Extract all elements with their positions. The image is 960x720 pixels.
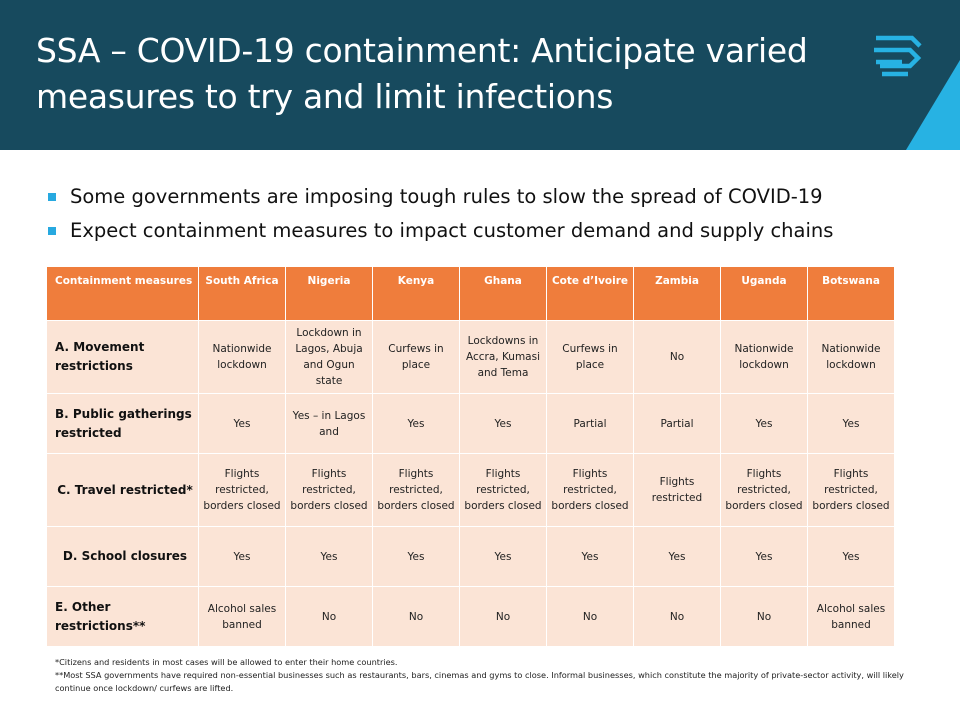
table-cell: Yes — [372, 526, 460, 587]
title-strong: SSA – COVID-19 containment: — [36, 31, 521, 70]
table-cell: Lockdown in Lagos, Abuja and Ogun state — [285, 320, 373, 394]
table-cell: Flights restricted, borders closed — [372, 453, 460, 527]
table-cell: Curfews in place — [372, 320, 460, 394]
table-cell: Flights restricted, borders closed — [807, 453, 895, 527]
table-cell: Yes — [546, 526, 634, 587]
row-label: C. Travel restricted* — [46, 453, 199, 527]
table-cell: Yes — [459, 526, 547, 587]
column-header: Kenya — [372, 266, 460, 321]
table-cell: Yes — [285, 526, 373, 587]
footnote: **Most SSA governments have required non… — [55, 670, 904, 693]
table-cell: Lockdowns in Accra, Kumasi and Tema — [459, 320, 547, 394]
table-cell: Flights restricted, borders closed — [546, 453, 634, 527]
column-header: Ghana — [459, 266, 547, 321]
table-row: C. Travel restricted* Flights restricted… — [46, 453, 895, 527]
table-cell: Yes — [459, 393, 547, 454]
header-accent-stripe — [906, 60, 960, 150]
table-cell: No — [372, 586, 460, 647]
table-cell: Alcohol sales banned — [807, 586, 895, 647]
table-header-row: Containment measures South Africa Nigeri… — [46, 266, 895, 321]
title-rest: Anticipate varied measures to try and li… — [36, 31, 808, 116]
footnotes: *Citizens and residents in most cases wi… — [55, 656, 915, 695]
table-cell: Yes — [807, 526, 895, 587]
table-cell: Yes — [198, 393, 286, 454]
table-cell: Partial — [633, 393, 721, 454]
column-header: Cote d’Ivoire — [546, 266, 634, 321]
table-row: E. Other restrictions** Alcohol sales ba… — [46, 586, 895, 647]
column-header: Zambia — [633, 266, 721, 321]
table-cell: No — [633, 586, 721, 647]
table-cell: Alcohol sales banned — [198, 586, 286, 647]
table-cell: Nationwide lockdown — [807, 320, 895, 394]
row-label: E. Other restrictions** — [46, 586, 199, 647]
table-cell: Nationwide lockdown — [198, 320, 286, 394]
stacked-chevrons-logo-icon — [874, 35, 922, 77]
table-cell: No — [459, 586, 547, 647]
bullet-item: Expect containment measures to impact cu… — [48, 214, 833, 248]
table-cell: Yes — [372, 393, 460, 454]
table-cell: No — [285, 586, 373, 647]
containment-measures-table: Containment measures South Africa Nigeri… — [46, 266, 895, 647]
table-cell: Yes — [720, 526, 808, 587]
table-cell: No — [720, 586, 808, 647]
bullet-square-icon — [48, 227, 56, 235]
table-cell: Yes – in Lagos and — [285, 393, 373, 454]
table-cell: No — [633, 320, 721, 394]
column-header: Botswana — [807, 266, 895, 321]
bullet-text: Some governments are imposing tough rule… — [70, 185, 823, 208]
bullet-text: Expect containment measures to impact cu… — [70, 219, 834, 242]
column-header: Uganda — [720, 266, 808, 321]
table-cell: Yes — [720, 393, 808, 454]
table-row: A. Movement restrictions Nationwide lock… — [46, 320, 895, 394]
table-cell: Flights restricted, borders closed — [459, 453, 547, 527]
row-label: B. Public gatherings restricted — [46, 393, 199, 454]
bullet-square-icon — [48, 193, 56, 201]
table-row: B. Public gatherings restricted Yes Yes … — [46, 393, 895, 454]
bullet-list: Some governments are imposing tough rule… — [48, 180, 833, 248]
table-cell: No — [546, 586, 634, 647]
table-row: D. School closures Yes Yes Yes Yes Yes Y… — [46, 526, 895, 587]
column-header: Containment measures — [46, 266, 199, 321]
table-cell: Flights restricted, borders closed — [198, 453, 286, 527]
table-cell: Yes — [633, 526, 721, 587]
slide-header: SSA – COVID-19 containment: Anticipate v… — [0, 0, 960, 150]
row-label: A. Movement restrictions — [46, 320, 199, 394]
footnote: *Citizens and residents in most cases wi… — [55, 657, 398, 667]
table-cell: Yes — [198, 526, 286, 587]
table-cell: Curfews in place — [546, 320, 634, 394]
table-cell: Flights restricted, borders closed — [720, 453, 808, 527]
table-cell: Flights restricted, borders closed — [285, 453, 373, 527]
slide-title: SSA – COVID-19 containment: Anticipate v… — [36, 28, 836, 120]
column-header: Nigeria — [285, 266, 373, 321]
table-cell: Partial — [546, 393, 634, 454]
table-cell: Nationwide lockdown — [720, 320, 808, 394]
bullet-item: Some governments are imposing tough rule… — [48, 180, 833, 214]
table-cell: Yes — [807, 393, 895, 454]
table-cell: Flights restricted — [633, 453, 721, 527]
row-label: D. School closures — [46, 526, 199, 587]
column-header: South Africa — [198, 266, 286, 321]
